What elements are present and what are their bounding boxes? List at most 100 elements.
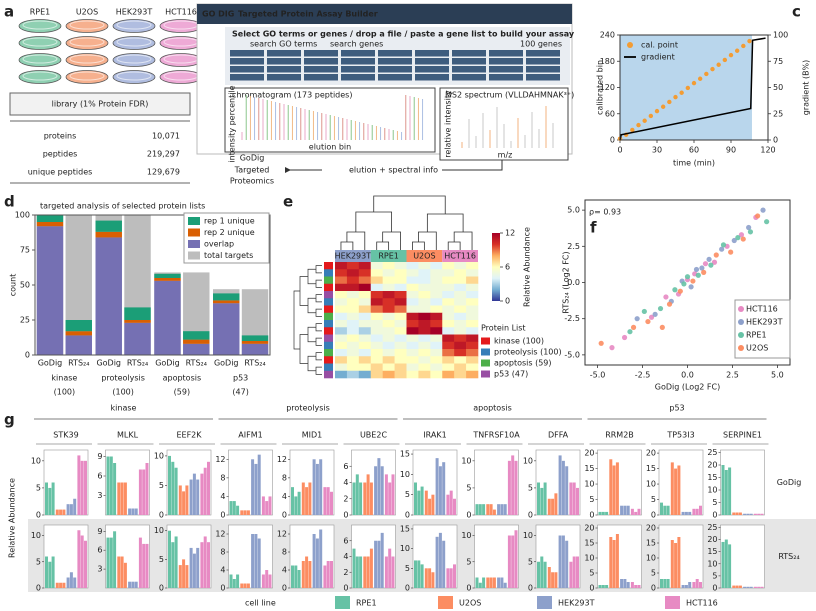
bar — [192, 473, 196, 515]
plot-frame — [412, 524, 458, 589]
gene-chip — [489, 50, 523, 57]
bar — [240, 583, 244, 588]
chromatogram-xlabel: elution bin — [309, 143, 351, 152]
y-tick-label: 0 — [220, 584, 225, 593]
y-tick-label: 75 — [20, 246, 30, 255]
heatmap-cell — [406, 349, 419, 357]
gene-chip — [489, 58, 523, 65]
heatmap-cell — [382, 320, 395, 328]
column-group-bar — [370, 250, 407, 262]
legend-swatch — [481, 348, 490, 356]
heatmap-cell — [418, 291, 431, 299]
legend-label: U2OS — [746, 344, 768, 353]
dish — [65, 53, 109, 67]
bar — [435, 536, 439, 588]
gene-chip — [378, 50, 412, 57]
bar — [80, 460, 84, 515]
bar — [265, 570, 269, 588]
bar — [229, 574, 233, 588]
bar — [692, 582, 696, 588]
heatmap-cell — [406, 291, 419, 299]
plot-frame — [619, 34, 769, 141]
bar — [543, 482, 547, 515]
bar — [449, 490, 453, 515]
scatter-point — [598, 340, 604, 346]
dish-rim — [69, 20, 105, 30]
row-group-bar — [324, 283, 333, 292]
y-tick-label: 4 — [343, 552, 348, 561]
heatmap-cell — [346, 363, 360, 372]
cal-point — [642, 118, 647, 123]
dendrogram — [299, 334, 308, 364]
heatmap-cell — [454, 283, 467, 292]
heatmap-cell — [370, 327, 383, 335]
cal-point — [654, 108, 660, 114]
protein-name: IRAK1 — [423, 431, 446, 440]
heatmap-cell — [358, 276, 372, 285]
y-tick-label: 0 — [651, 584, 656, 593]
heatmap-cell — [454, 356, 467, 364]
y-tick-label: 0 — [712, 584, 717, 593]
bar — [196, 547, 200, 588]
bar — [182, 491, 186, 515]
y-tick-label: 4 — [343, 478, 348, 487]
bar — [666, 579, 670, 588]
legend-marker — [627, 42, 633, 48]
bar — [746, 513, 750, 515]
heatmap-cell — [394, 341, 407, 350]
panel-label: e — [283, 193, 293, 211]
heatmap-cell — [394, 327, 407, 335]
bar — [514, 460, 518, 515]
dendrogram — [307, 326, 316, 343]
dish — [112, 19, 156, 33]
heatmap-cell — [394, 334, 407, 343]
bar — [569, 482, 573, 515]
scatter-point — [663, 294, 669, 300]
x-tick-label: RTS₂₄ — [127, 359, 148, 368]
bar — [246, 510, 250, 515]
bar — [359, 556, 363, 588]
x-tick-label: 0 — [617, 146, 622, 155]
bar — [561, 535, 565, 588]
bar — [623, 579, 627, 588]
stacked-bar — [241, 335, 269, 341]
bar — [128, 508, 132, 515]
bar — [326, 561, 330, 588]
row-group-bar — [324, 291, 333, 299]
heatmap-cell — [406, 341, 419, 350]
bar — [414, 560, 417, 588]
bar — [623, 505, 627, 515]
bar — [743, 586, 747, 588]
heatmap-cell — [358, 262, 372, 270]
bar — [117, 556, 121, 588]
x-tick-label: GoDig — [214, 359, 239, 368]
heatmap-cell — [430, 320, 443, 328]
bar — [692, 508, 696, 515]
bar — [537, 561, 540, 588]
y-tick-label: 10 — [31, 456, 41, 465]
cal-point — [660, 104, 666, 109]
bar — [428, 568, 432, 588]
heatmap-cell — [394, 291, 407, 299]
legend-label: apoptosis (59) — [494, 359, 552, 368]
y-tick-label: 12 — [277, 455, 287, 464]
y-tick-label: -2.5 — [564, 314, 580, 323]
table-label: unique peptides — [28, 168, 93, 177]
row-group-bar — [324, 276, 333, 285]
plot-frame — [34, 214, 271, 356]
bar — [323, 487, 327, 515]
bar — [297, 570, 301, 588]
legend-swatch — [481, 337, 490, 345]
bar — [757, 586, 761, 588]
bar — [73, 577, 77, 588]
bar — [62, 582, 66, 588]
heatmap-cell — [382, 276, 395, 285]
bar — [558, 455, 562, 515]
scatter-point — [760, 207, 766, 213]
plot-frame — [535, 524, 581, 589]
dish-rim — [116, 37, 152, 47]
stacked-bar — [213, 300, 240, 304]
y-tick-label: 0 — [528, 511, 533, 520]
heatmap-cell — [370, 269, 383, 277]
